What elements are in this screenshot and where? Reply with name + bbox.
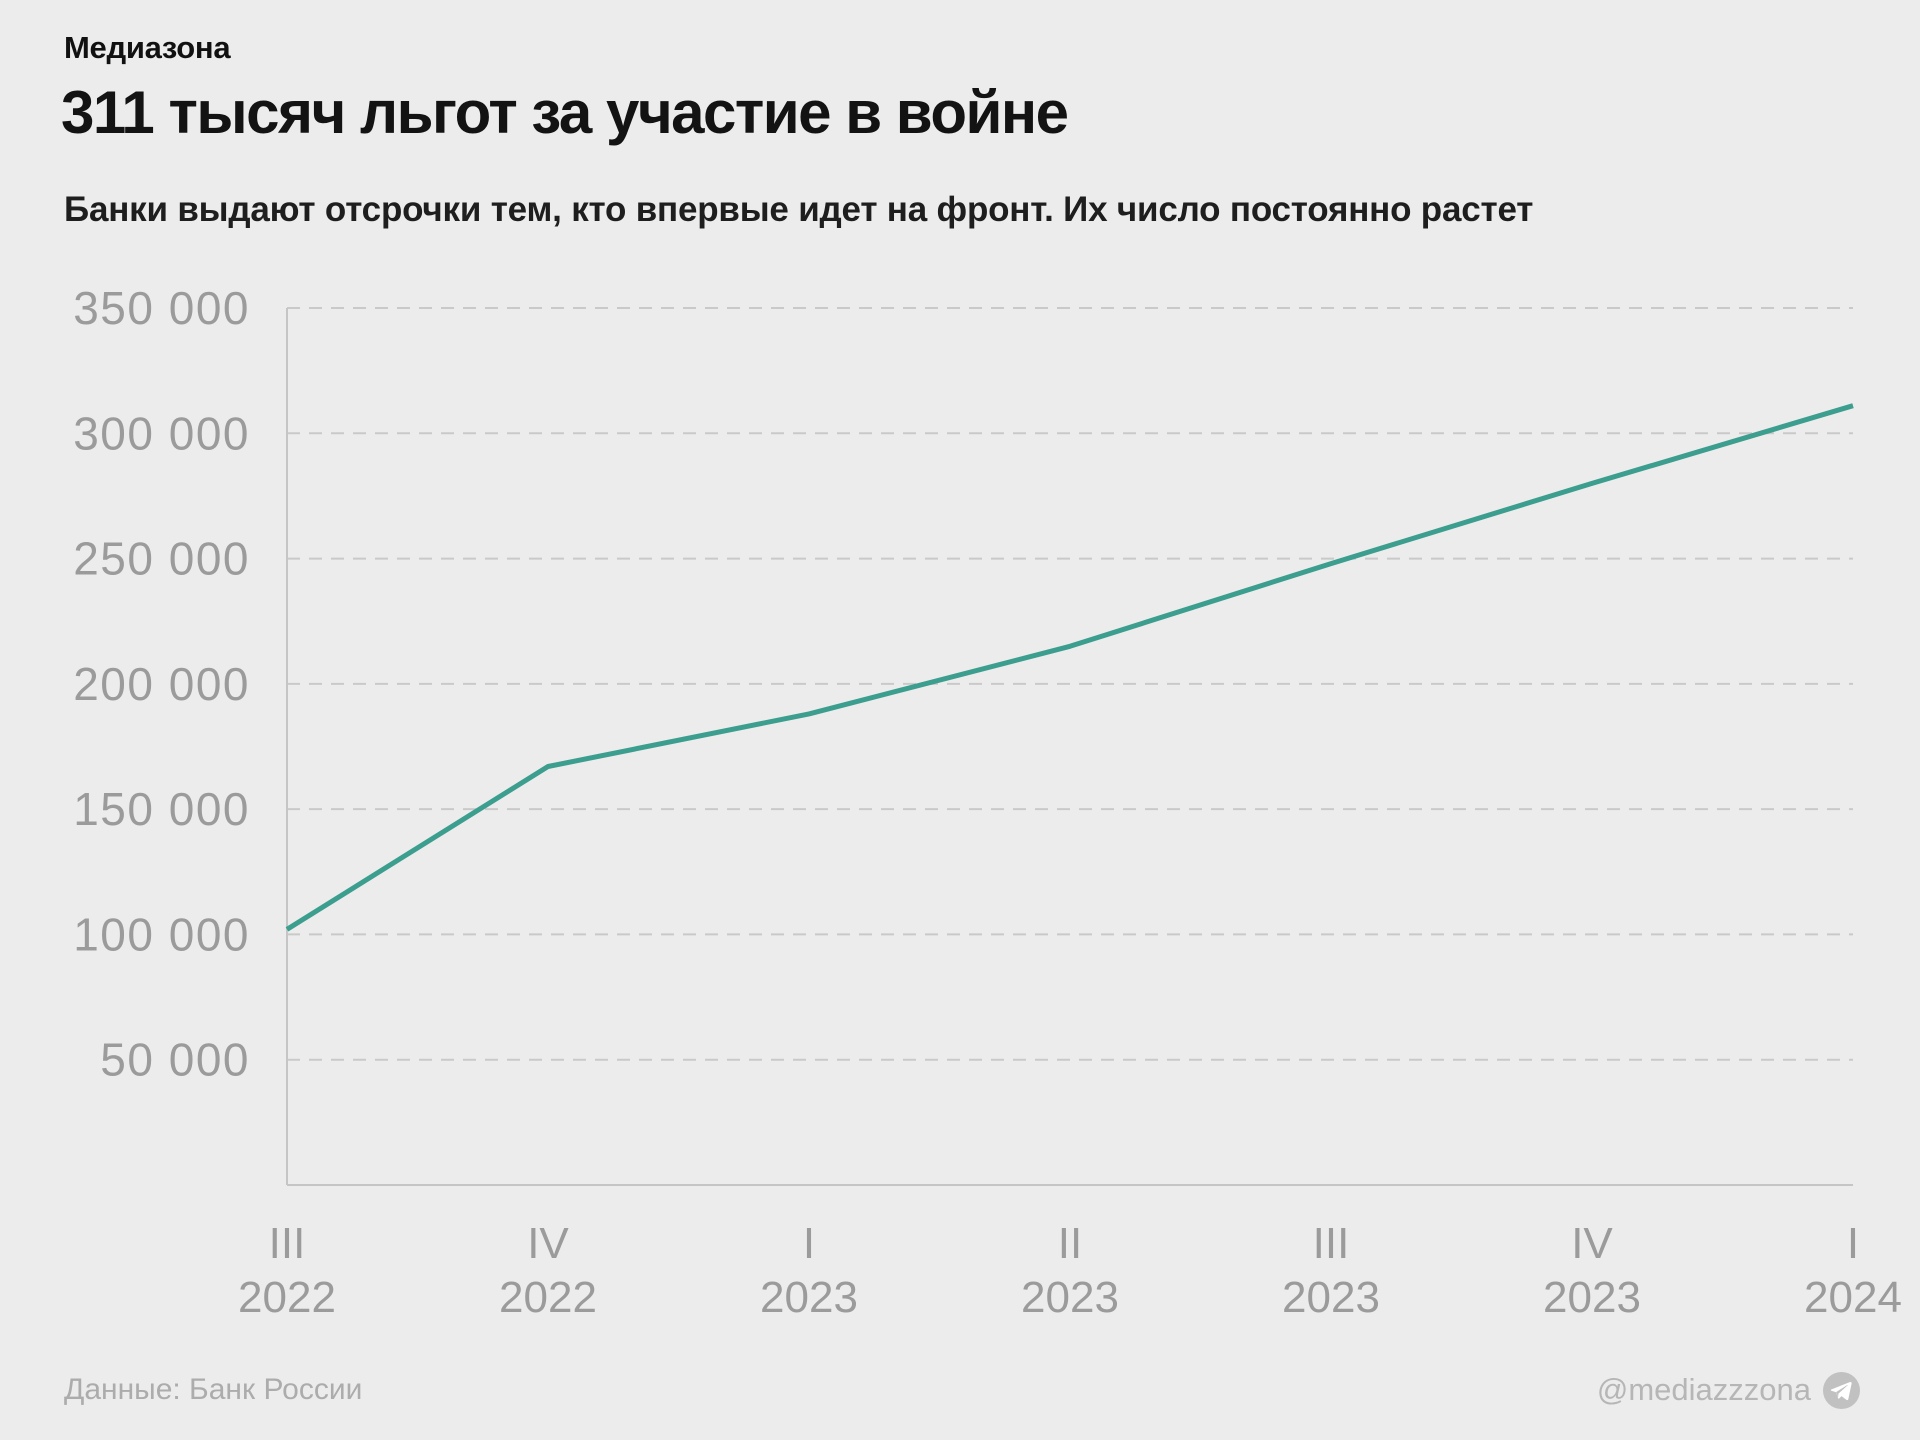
x-tick-year-label: 2023 [1282, 1273, 1380, 1322]
y-tick-label: 50 000 [100, 1034, 250, 1086]
data-source: Данные: Банк России [64, 1373, 363, 1406]
x-tick-year-label: 2023 [1021, 1273, 1119, 1322]
x-tick-quarter-label: II [1058, 1219, 1082, 1268]
y-tick-label: 200 000 [73, 658, 250, 710]
y-tick-label: 250 000 [73, 533, 250, 585]
telegram-handle: @mediazzzona [1596, 1372, 1811, 1407]
y-tick-label: 300 000 [73, 407, 250, 459]
y-tick-label: 350 000 [73, 282, 250, 334]
x-tick-year-label: 2023 [760, 1273, 858, 1322]
footer: Данные: Банк России @mediazzzona [64, 1366, 1860, 1414]
x-tick-year-label: 2024 [1804, 1273, 1902, 1322]
y-tick-label: 100 000 [73, 908, 250, 960]
x-tick-quarter-label: I [803, 1219, 815, 1268]
brand-logo: Медиазона [64, 30, 231, 65]
x-tick-quarter-label: IV [527, 1219, 569, 1268]
x-tick-quarter-label: III [269, 1219, 306, 1268]
x-tick-year-label: 2022 [238, 1273, 336, 1322]
y-tick-label: 150 000 [73, 783, 250, 835]
x-tick-quarter-label: I [1847, 1219, 1859, 1268]
chart-subtitle: Банки выдают отсрочки тем, кто впервые и… [64, 190, 1534, 229]
x-tick-quarter-label: IV [1571, 1219, 1613, 1268]
x-tick-year-label: 2023 [1543, 1273, 1641, 1322]
telegram-icon [1823, 1371, 1860, 1409]
chart-title: 311 тысяч льгот за участие в войне [61, 79, 1069, 146]
x-tick-year-label: 2022 [499, 1273, 597, 1322]
data-line [285, 403, 1854, 932]
telegram-watermark: @mediazzzona [1596, 1371, 1860, 1409]
x-tick-quarter-label: III [1313, 1219, 1350, 1268]
